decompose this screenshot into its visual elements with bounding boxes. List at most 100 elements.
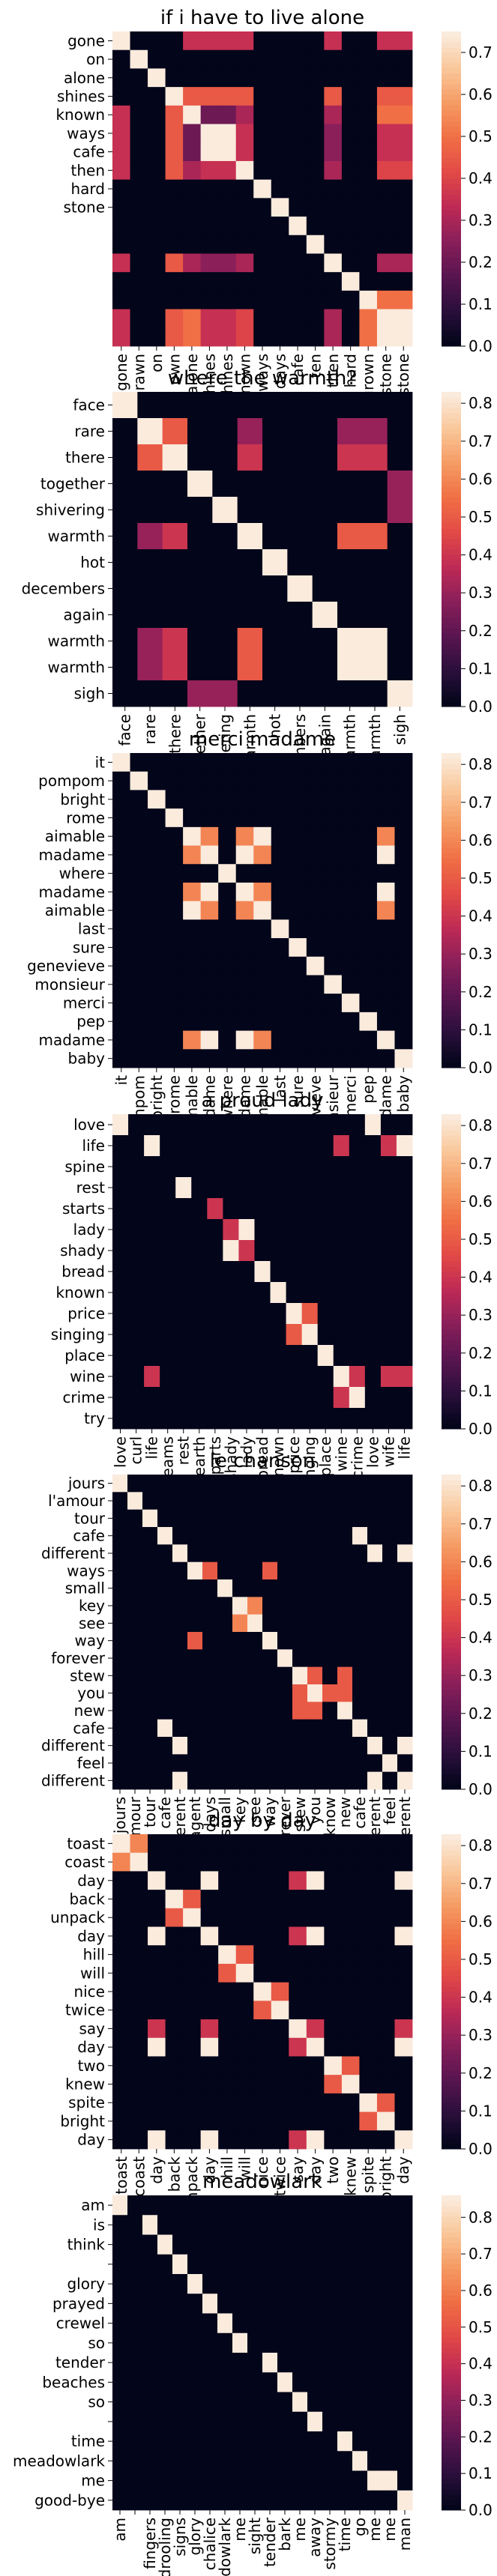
heatmap-cell	[289, 753, 307, 773]
heatmap-cell	[127, 2451, 143, 2471]
colorbar-segment	[442, 926, 461, 932]
heatmap-cell	[306, 1834, 325, 1854]
heatmap-cell	[212, 602, 238, 629]
heatmap-cell	[359, 1908, 378, 1927]
x-tick-label: away	[306, 2518, 324, 2557]
heatmap-cell	[367, 1719, 383, 1738]
heatmap-cell	[292, 2254, 308, 2275]
heatmap-cell	[130, 771, 148, 790]
heatmap-cell	[262, 1527, 278, 1545]
heatmap-cell	[217, 1527, 233, 1545]
heatmap-cell	[324, 826, 343, 846]
colorbar-segment	[442, 241, 461, 247]
heatmap-cell	[324, 198, 343, 217]
colorbar-segment	[442, 1005, 461, 1011]
heatmap-cell	[359, 2093, 378, 2112]
heatmap-cell	[235, 2111, 254, 2131]
colorbar-segment	[442, 2321, 461, 2327]
heatmap-cell	[157, 2490, 173, 2511]
heatmap-cell	[289, 1012, 307, 1031]
heatmap-cell	[165, 160, 184, 181]
colorbar-tick-label: 0.3	[469, 2026, 493, 2044]
heatmap-cell	[287, 654, 313, 681]
heatmap-cell	[359, 826, 378, 846]
colorbar-tick-label: 0.8	[469, 1116, 493, 1134]
heatmap-cell	[200, 272, 219, 291]
colorbar-segment	[442, 2484, 461, 2490]
colorbar-segment	[442, 686, 461, 692]
heatmap-cell	[247, 1544, 263, 1563]
heatmap-panel-3: merci madameitpompombrightromeaimablemad…	[27, 728, 493, 1153]
colorbar-segment	[442, 1658, 461, 1664]
heatmap-cell	[238, 1240, 255, 1262]
heatmap-cell	[286, 1156, 303, 1178]
heatmap-cell	[157, 2332, 173, 2353]
heatmap-cell	[367, 1666, 383, 1685]
heatmap-cell	[218, 49, 237, 69]
colorbar-segment	[442, 665, 461, 671]
heatmap-panel-6: day by daytoastcoastdaybackunpackdayhill…	[50, 1809, 493, 2211]
heatmap-cell	[277, 1684, 293, 1702]
heatmap-cell	[148, 1982, 166, 2001]
heatmap-cell	[127, 2490, 143, 2511]
heatmap-cell	[394, 2130, 413, 2150]
heatmap-cell	[359, 919, 378, 939]
heatmap-cell	[200, 808, 219, 828]
heatmap-cell	[235, 2056, 254, 2075]
heatmap-cell	[341, 160, 360, 181]
colorbar-segment	[442, 309, 461, 315]
heatmap-cell	[307, 1544, 323, 1563]
heatmap-cell	[218, 2056, 237, 2075]
heatmap-cell	[317, 1114, 334, 1136]
heatmap-cell	[187, 680, 213, 707]
heatmap-cell	[232, 2451, 248, 2471]
heatmap-cell	[307, 2431, 323, 2452]
x-tick-label: day	[200, 2156, 218, 2184]
colorbar-tick-label: 0.0	[469, 1780, 493, 1798]
colorbar-tick-label: 0.4	[469, 546, 493, 564]
heatmap-cell	[352, 1632, 368, 1650]
heatmap-cell	[202, 1492, 218, 1511]
heatmap-cell	[165, 2075, 184, 2094]
heatmap-cell	[397, 2195, 413, 2216]
heatmap-cell	[112, 272, 130, 291]
colorbar-segment	[442, 623, 461, 629]
colorbar-segment	[442, 1517, 461, 1523]
heatmap-cell	[218, 882, 237, 902]
heatmap-cell	[289, 1908, 307, 1927]
heatmap-cell	[218, 2019, 237, 2039]
heatmap-cell	[202, 1475, 218, 1493]
heatmap-cell	[157, 2294, 173, 2314]
heatmap-cell	[286, 1282, 303, 1304]
heatmap-cell	[307, 2294, 323, 2314]
colorbar-tick-label: 0.1	[469, 1742, 493, 1760]
heatmap-cell	[380, 1408, 397, 1430]
heatmap-cell	[172, 1684, 188, 1702]
heatmap-cell	[165, 1871, 184, 1890]
heatmap-cell	[187, 654, 213, 681]
y-tick-label: genevieve	[27, 957, 105, 975]
heatmap-cell	[142, 2451, 158, 2471]
heatmap-cell	[394, 272, 413, 291]
heatmap-cell	[341, 272, 360, 291]
heatmap-cell	[237, 523, 263, 550]
heatmap-cell	[337, 1509, 353, 1528]
heatmap-cell	[287, 680, 313, 707]
heatmap-cell	[130, 272, 148, 291]
heatmap-cell	[172, 1475, 188, 1493]
heatmap-cell	[254, 1408, 271, 1430]
heatmap-cell	[307, 1632, 323, 1650]
heatmap-cell	[376, 253, 395, 273]
heatmap-cell	[183, 864, 202, 883]
heatmap-cell	[112, 217, 130, 236]
colorbar-segment	[442, 1965, 461, 1971]
colorbar-segment	[442, 1408, 461, 1414]
heatmap-cell	[289, 124, 307, 143]
colorbar-segment	[442, 444, 461, 450]
heatmap-cell	[187, 2470, 203, 2491]
colorbar-segment	[442, 1021, 461, 1027]
heatmap-cell	[262, 1632, 278, 1650]
heatmap-cell	[387, 549, 413, 576]
x-tick-label: me	[381, 2518, 399, 2542]
heatmap-cell	[148, 2075, 166, 2094]
